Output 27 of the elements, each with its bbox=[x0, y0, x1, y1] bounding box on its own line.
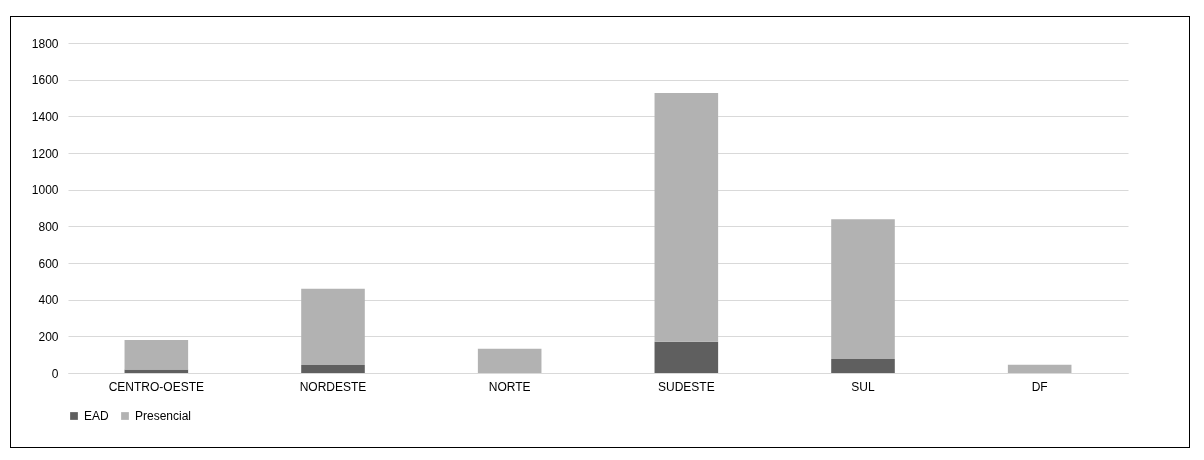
bar bbox=[831, 358, 895, 373]
y-tick-label: 1000 bbox=[31, 183, 59, 198]
y-tick-label: 1400 bbox=[31, 109, 59, 124]
y-tick-label: 1200 bbox=[31, 146, 59, 161]
bar bbox=[654, 341, 719, 373]
x-tick-label: SUL bbox=[851, 379, 875, 394]
x-tick-label: DF bbox=[1031, 379, 1048, 394]
bar bbox=[1007, 364, 1072, 373]
x-tick-label: NORDESTE bbox=[299, 379, 367, 394]
x-tick-label: SUDESTE bbox=[657, 379, 715, 394]
y-tick-label: 200 bbox=[38, 329, 59, 344]
bar bbox=[477, 348, 542, 373]
y-tick-label: 0 bbox=[51, 366, 59, 381]
bar bbox=[301, 288, 365, 365]
y-tick-label: 400 bbox=[38, 293, 59, 308]
y-tick-label: 800 bbox=[38, 219, 59, 234]
bar bbox=[301, 364, 365, 373]
y-tick-label: 1800 bbox=[31, 36, 59, 51]
legend-label: Presencial bbox=[135, 409, 192, 423]
legend-label: EAD bbox=[84, 409, 110, 423]
y-tick-label: 1600 bbox=[31, 73, 59, 88]
bar bbox=[654, 93, 719, 342]
bar bbox=[831, 219, 895, 359]
x-tick-label: CENTRO-OESTE bbox=[108, 379, 205, 394]
bar bbox=[124, 340, 189, 370]
y-tick-label: 600 bbox=[38, 256, 59, 271]
x-tick-label: NORTE bbox=[488, 379, 531, 394]
